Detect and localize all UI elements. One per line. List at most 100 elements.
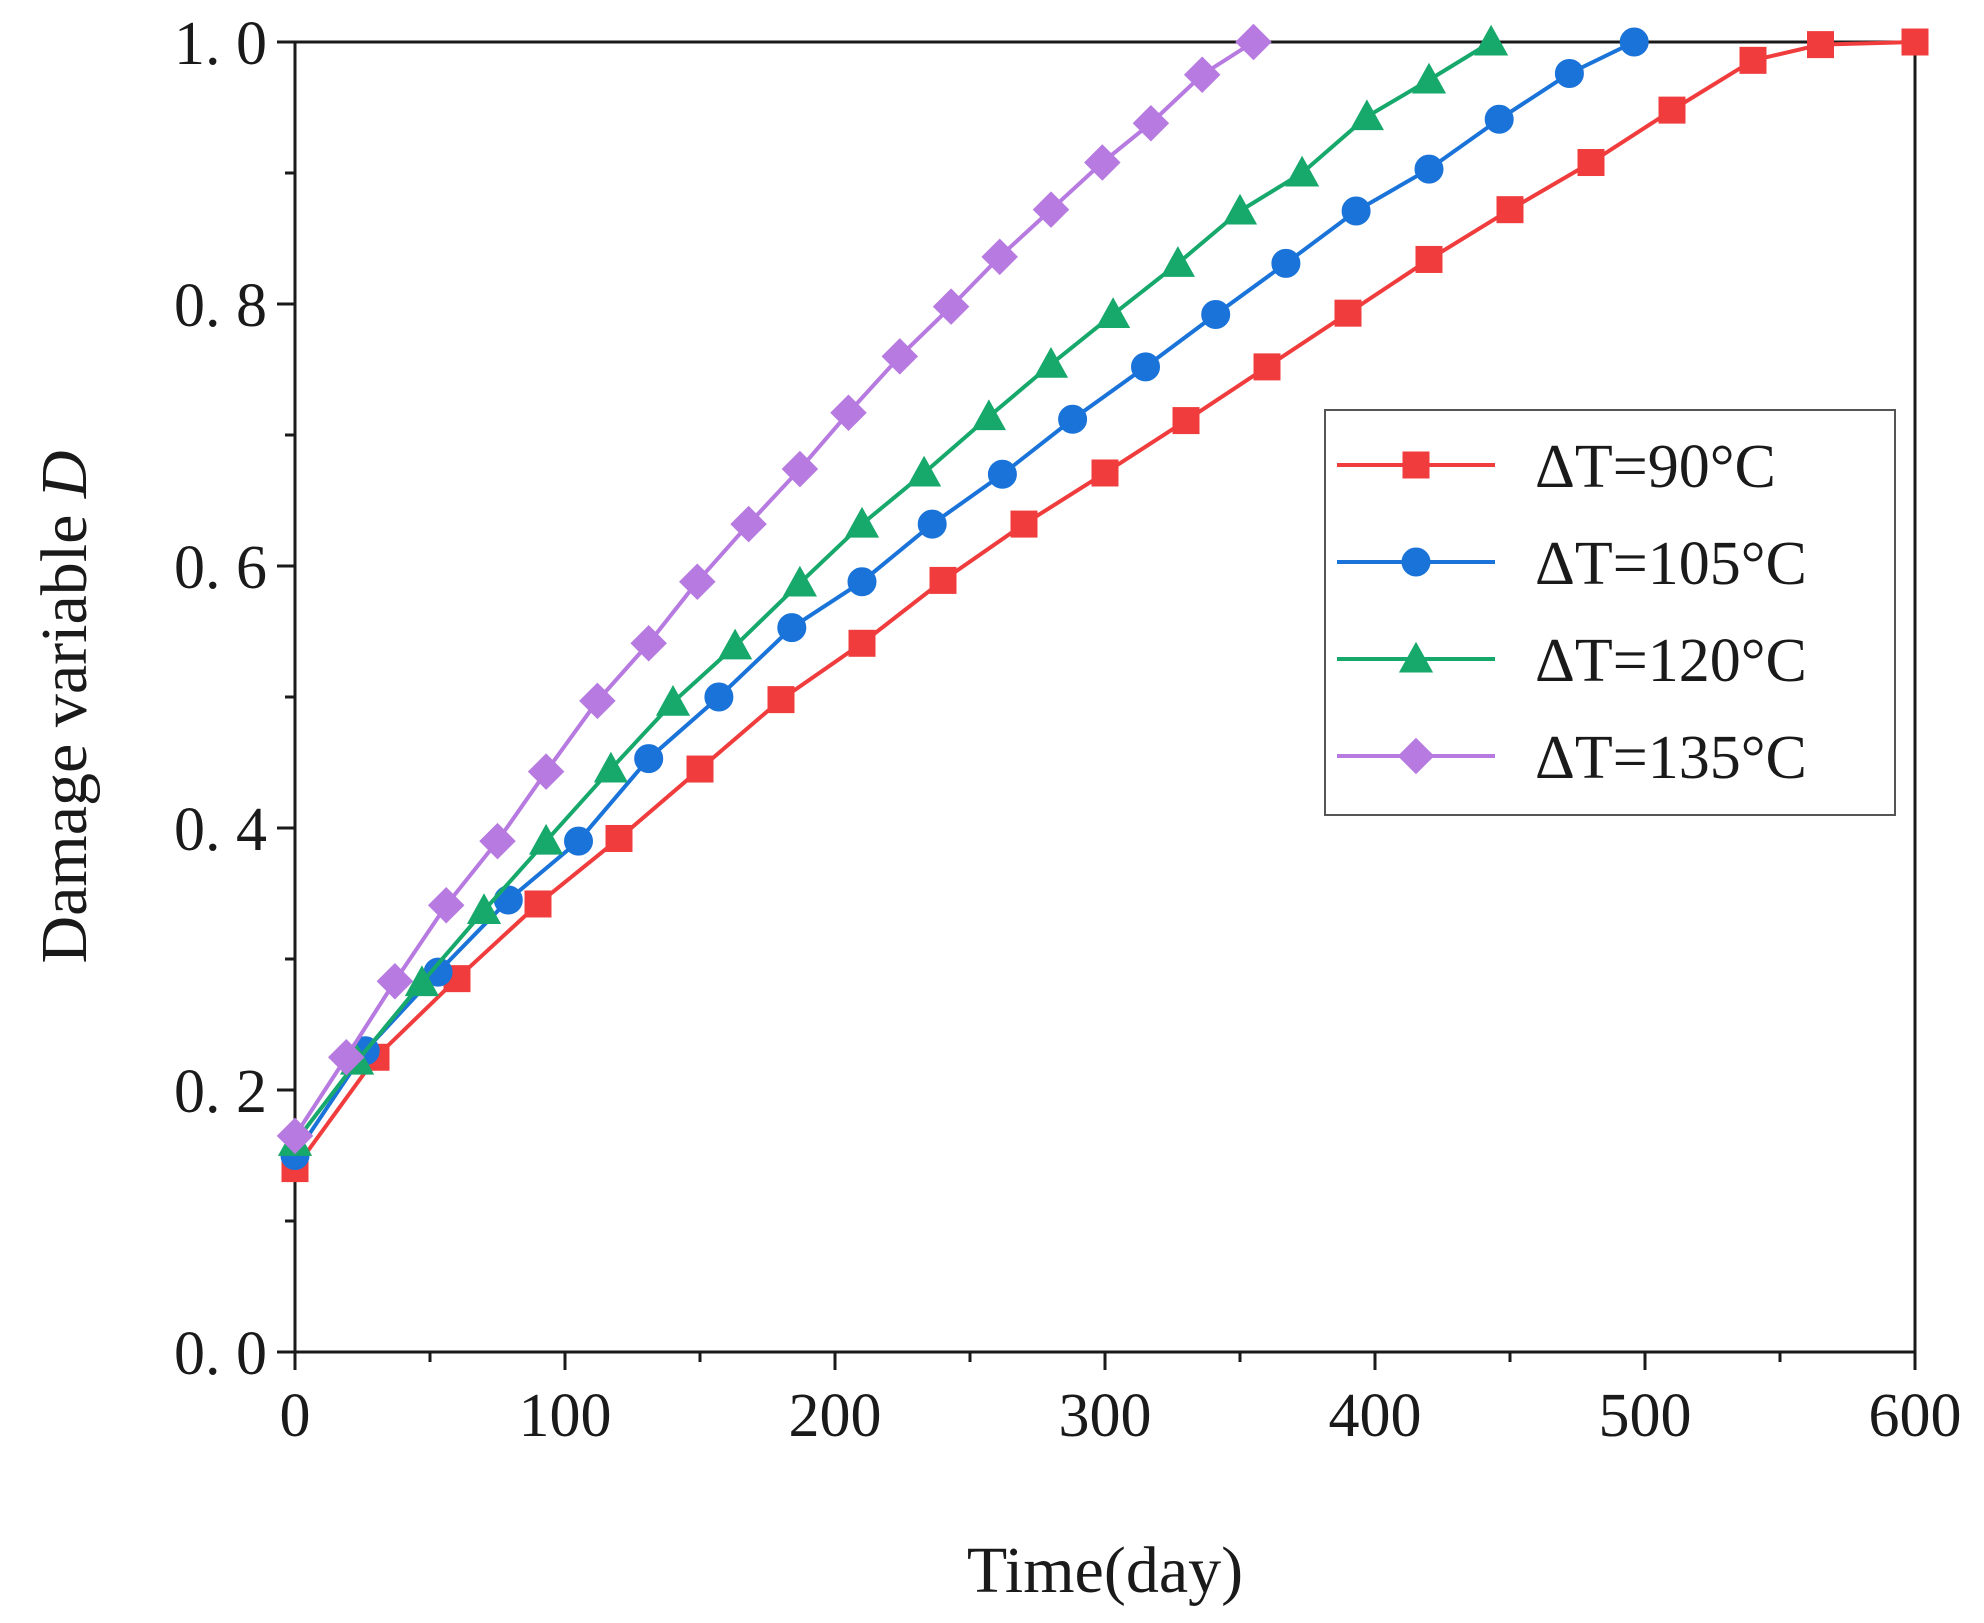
- data-point: [777, 613, 807, 643]
- data-point: [466, 893, 502, 925]
- data-point: [1577, 149, 1605, 177]
- x-tick-label: 200: [789, 1382, 882, 1450]
- y-tick-label: 0. 0: [174, 1320, 267, 1388]
- data-point: [782, 565, 817, 597]
- data-point: [1658, 96, 1686, 124]
- data-point: [686, 755, 714, 783]
- data-point: [1496, 196, 1524, 224]
- data-point: [1349, 99, 1384, 131]
- x-tick-label: 600: [1869, 1382, 1962, 1450]
- x-tick-label: 0: [280, 1382, 311, 1450]
- data-point: [564, 826, 593, 856]
- data-point: [1271, 248, 1301, 278]
- data-point: [1474, 24, 1509, 56]
- data-point: [1010, 510, 1038, 538]
- legend-marker: [1398, 641, 1434, 673]
- data-point: [1096, 297, 1131, 328]
- data-point: [1807, 31, 1834, 59]
- data-point: [1058, 404, 1088, 434]
- data-point: [1411, 62, 1447, 94]
- data-point: [276, 1117, 314, 1155]
- legend-entry: ΔT=90°C: [1337, 433, 1776, 501]
- data-point: [917, 509, 947, 539]
- data-point: [1132, 104, 1170, 142]
- data-point: [376, 963, 414, 1000]
- data-point: [404, 965, 439, 997]
- data-point: [593, 751, 628, 783]
- data-point: [630, 625, 667, 662]
- data-point: [1235, 23, 1272, 61]
- data-point: [1201, 299, 1231, 329]
- legend-entry: ΔT=135°C: [1337, 724, 1807, 792]
- data-point: [830, 394, 867, 431]
- data-point: [1033, 346, 1069, 378]
- data-point: [1160, 246, 1195, 277]
- legend-entry: ΔT=105°C: [1337, 530, 1807, 598]
- data-point: [1032, 191, 1070, 228]
- data-point: [847, 567, 877, 597]
- y-tick-label: 1. 0: [174, 10, 267, 78]
- data-point: [493, 885, 523, 915]
- data-point: [718, 628, 753, 660]
- x-tick-label: 100: [519, 1382, 612, 1450]
- data-point: [529, 823, 564, 855]
- legend-label: ΔT=105°C: [1535, 530, 1807, 598]
- data-point: [1414, 154, 1444, 184]
- data-point: [605, 824, 633, 852]
- legend: ΔT=90°C ΔT=105°C ΔT=120°C ΔT=135°C: [1324, 409, 1896, 816]
- legend-entry: ΔT=120°C: [1337, 627, 1807, 695]
- data-point: [479, 822, 516, 860]
- data-point: [427, 887, 465, 924]
- data-point: [1334, 299, 1362, 327]
- data-point: [932, 288, 970, 325]
- axes: 0 100 200 300 400 500 600 0. 0 0. 2 0. 4 0. 6 0. 8 1…: [28, 10, 1962, 1607]
- y-tick-label: 0. 6: [174, 534, 267, 602]
- data-point: [679, 563, 716, 600]
- series-layer: [276, 23, 1929, 1183]
- legend-label: ΔT=90°C: [1535, 433, 1776, 501]
- x-axis-title: Time(day): [967, 1534, 1243, 1607]
- data-point: [987, 459, 1017, 489]
- data-point: [1901, 28, 1929, 56]
- data-point: [655, 684, 691, 716]
- x-tick-label: 300: [1059, 1382, 1152, 1450]
- data-point: [1172, 407, 1200, 435]
- series-4: [276, 23, 1272, 1155]
- data-point: [981, 238, 1018, 276]
- data-point: [1739, 46, 1767, 74]
- data-point: [634, 744, 664, 774]
- data-point: [527, 753, 565, 790]
- data-point: [1131, 352, 1160, 382]
- data-point: [781, 450, 819, 488]
- data-point: [1554, 58, 1584, 88]
- data-point: [704, 682, 734, 712]
- data-point: [730, 505, 767, 543]
- data-point: [1484, 104, 1514, 134]
- y-tick-label: 0. 8: [174, 272, 267, 340]
- x-tick-label: 500: [1599, 1382, 1692, 1450]
- data-point: [1619, 27, 1649, 57]
- data-point: [848, 629, 876, 657]
- series-line: [293, 40, 1493, 1144]
- legend-label: ΔT=135°C: [1535, 724, 1807, 792]
- data-point: [1253, 353, 1281, 381]
- data-point: [328, 1038, 365, 1076]
- data-point: [1222, 193, 1258, 225]
- data-point: [881, 338, 919, 375]
- data-point: [929, 566, 957, 594]
- data-point: [524, 890, 552, 918]
- legend-marker: [1401, 547, 1431, 577]
- data-point: [1183, 56, 1221, 94]
- data-point: [767, 686, 795, 714]
- data-point: [844, 506, 880, 538]
- data-point: [1285, 155, 1320, 187]
- data-point: [907, 455, 942, 487]
- y-tick-label: 0. 2: [174, 1058, 267, 1126]
- data-point: [1341, 196, 1371, 226]
- data-point: [971, 399, 1006, 431]
- data-point: [579, 682, 616, 720]
- y-tick-label: 0. 4: [174, 796, 267, 864]
- data-point: [1091, 459, 1119, 487]
- legend-marker: [1397, 737, 1435, 775]
